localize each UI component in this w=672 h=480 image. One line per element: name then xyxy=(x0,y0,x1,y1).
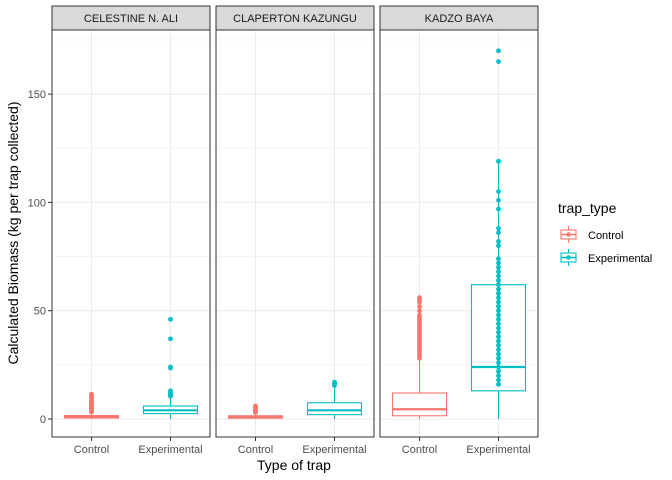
outlier-point xyxy=(496,312,501,318)
outlier-point xyxy=(496,325,501,331)
box-experimental xyxy=(306,379,363,419)
strip-label: CELESTINE N. ALI xyxy=(84,13,178,25)
x-tick-label: Experimental xyxy=(466,444,530,456)
outlier-point xyxy=(496,334,501,340)
outlier-point xyxy=(496,303,501,309)
outlier-point xyxy=(496,347,501,353)
y-axis: 0 50 100 150 xyxy=(28,89,52,426)
strip-label: CLAPERTON KAZUNGU xyxy=(233,13,357,25)
legend-key-point xyxy=(566,232,571,237)
outlier-point xyxy=(168,336,173,342)
panel-background xyxy=(216,30,374,437)
legend: trap_type Control Experimental xyxy=(558,200,652,268)
panel-background xyxy=(52,30,210,437)
legend-key-point xyxy=(566,255,571,260)
outlier-point xyxy=(417,295,422,301)
outlier-point xyxy=(496,277,501,283)
outlier-point xyxy=(168,364,173,370)
outlier-point xyxy=(496,282,501,288)
outlier-point xyxy=(496,206,501,212)
outlier-point xyxy=(496,342,501,348)
box-control xyxy=(227,403,284,419)
y-tick-label: 0 xyxy=(40,414,46,426)
outlier-point xyxy=(496,230,501,236)
outlier-point xyxy=(496,269,501,275)
legend-item: Control xyxy=(558,224,623,245)
outlier-point xyxy=(496,295,501,301)
x-tick-label: Control xyxy=(402,444,437,456)
box-iqr xyxy=(391,392,448,417)
x-tick-label: Experimental xyxy=(138,444,202,456)
outlier-point xyxy=(168,316,173,322)
box-control xyxy=(391,295,448,419)
outlier-point xyxy=(496,197,501,203)
box-experimental xyxy=(142,316,199,419)
outlier-point xyxy=(496,238,501,244)
panel-border xyxy=(51,29,211,438)
panel-border xyxy=(379,29,539,438)
outlier-point xyxy=(253,403,258,409)
outlier-point xyxy=(168,388,173,394)
outlier-point xyxy=(496,329,501,335)
outlier-point xyxy=(496,308,501,314)
legend-label: Control xyxy=(588,230,623,242)
outlier-point xyxy=(496,368,501,374)
outlier-point xyxy=(496,338,501,344)
outlier-point xyxy=(496,355,501,361)
y-tick-label: 50 xyxy=(34,306,46,318)
x-axis-title: Type of trap xyxy=(257,457,331,473)
outlier-point xyxy=(496,360,501,366)
y-axis-title: Calculated Biomass (kg per trap collecte… xyxy=(5,101,21,364)
legend-item: Experimental xyxy=(558,247,652,268)
y-tick-label: 100 xyxy=(28,197,46,209)
outlier-point xyxy=(496,290,501,296)
facet-panel: KADZO BAYA Control Experimental xyxy=(379,5,539,456)
outlier-point xyxy=(496,373,501,379)
x-tick-label: Control xyxy=(74,444,109,456)
outlier-point xyxy=(417,312,422,318)
panel-border xyxy=(215,29,375,438)
strip-background xyxy=(51,5,211,31)
outlier-point xyxy=(496,243,501,249)
strip-background xyxy=(379,5,539,31)
outlier-point xyxy=(496,264,501,270)
outlier-point xyxy=(496,48,501,54)
outlier-point xyxy=(496,59,501,65)
outlier-point xyxy=(496,316,501,322)
x-tick-label: Control xyxy=(238,444,273,456)
x-tick-label: Experimental xyxy=(302,444,366,456)
outlier-point xyxy=(496,189,501,194)
outlier-point xyxy=(496,377,501,383)
strip-label: KADZO BAYA xyxy=(425,13,494,25)
legend-title: trap_type xyxy=(558,200,617,216)
outlier-point xyxy=(496,321,501,327)
outlier-point xyxy=(496,286,501,292)
y-tick-label: 150 xyxy=(28,89,46,101)
outlier-point xyxy=(89,391,94,397)
box-iqr xyxy=(306,402,363,416)
outlier-point xyxy=(496,260,501,266)
outlier-point xyxy=(496,351,501,357)
outlier-point xyxy=(496,225,501,231)
outlier-point xyxy=(496,381,501,387)
outlier-point xyxy=(496,256,501,262)
legend-label: Experimental xyxy=(588,253,652,265)
box-experimental xyxy=(470,48,527,419)
outlier-point xyxy=(417,303,422,309)
outlier-point xyxy=(332,379,337,385)
facet-panel: CLAPERTON KAZUNGU Control Experimental xyxy=(215,5,375,456)
outlier-point xyxy=(496,364,501,370)
facet-panel: CELESTINE N. ALI Control Experimental xyxy=(51,5,211,456)
outlier-point xyxy=(496,273,501,279)
outlier-point xyxy=(417,308,422,314)
box-control xyxy=(63,391,120,419)
outlier-point xyxy=(496,299,501,305)
outlier-point xyxy=(496,158,501,164)
